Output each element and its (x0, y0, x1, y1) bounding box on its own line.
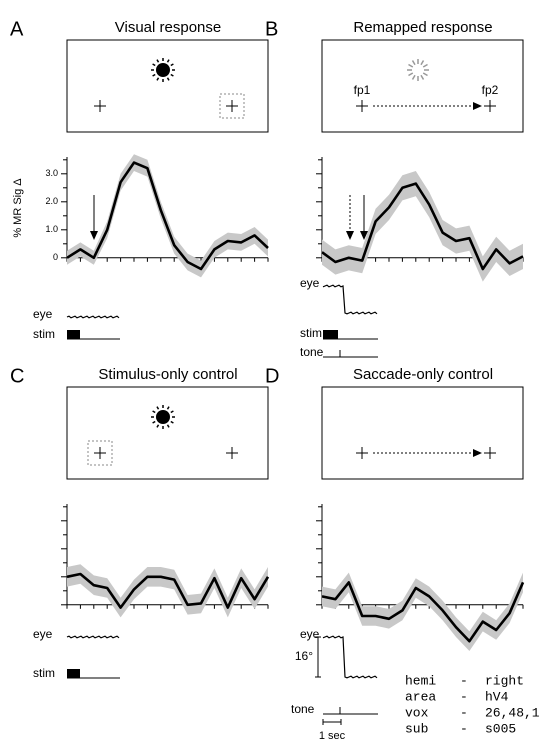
stim-pulse (67, 669, 80, 678)
stimulus-ray (156, 77, 160, 81)
stimulus-ray (152, 410, 156, 414)
stimulus-ray (170, 420, 174, 424)
stimulus-ray (411, 74, 416, 80)
y-tick-label: 3.0 (45, 168, 58, 178)
info-separator: - (460, 673, 468, 688)
stimulus-ray (156, 406, 160, 410)
error-band (67, 154, 268, 278)
info-key: vox (405, 705, 429, 720)
eye-label: eye (33, 627, 53, 641)
eye-label: eye (300, 276, 320, 290)
schematic-box (66, 386, 269, 480)
tone-label: tone (300, 345, 324, 359)
stim-label: stim (33, 327, 55, 341)
stimulus-ray (166, 406, 170, 410)
panel-label: D (265, 365, 279, 387)
response-line (66, 572, 270, 609)
receptive-field (87, 440, 113, 466)
eye-trace (322, 284, 378, 315)
info-key: area (405, 689, 436, 704)
arrow-head (360, 231, 368, 240)
stimulus-ray (422, 72, 428, 77)
stimulus-ray (156, 424, 160, 428)
stimulus-ray (156, 59, 160, 63)
stim-pulse (323, 330, 338, 339)
info-value: 26,48,1 (485, 705, 540, 720)
info-value: s005 (485, 721, 516, 736)
panel-title: Stimulus-only control (98, 366, 237, 383)
fp1-label: fp1 (354, 83, 371, 97)
stimulus-ray (166, 424, 170, 428)
tone-label: tone (291, 702, 315, 716)
panel-title: Visual response (115, 19, 221, 36)
panel-label: C (10, 365, 24, 387)
eye-label: eye (300, 627, 320, 641)
y-axis-label: % MR Sig Δ (12, 178, 24, 238)
stimulus-ray (408, 63, 414, 68)
eye-trace (66, 315, 120, 319)
panel-label: B (265, 18, 278, 40)
fp2-label: fp2 (482, 83, 499, 97)
panel-title: Remapped response (353, 19, 492, 36)
stimulus-ray (411, 60, 416, 66)
time-scale-label: 1 sec (319, 730, 346, 742)
stimulus-ray (422, 63, 428, 68)
schematic-box (66, 39, 269, 133)
y-tick-label: 0 (53, 252, 58, 262)
response-line (66, 161, 269, 271)
stimulus-ray (166, 59, 170, 63)
schematic-box (321, 386, 524, 480)
stimulus (156, 410, 170, 424)
arrow-head (473, 102, 482, 110)
info-separator: - (460, 705, 468, 720)
error-band (67, 564, 268, 618)
stimulus-ray (408, 72, 414, 77)
stim-pulse (67, 330, 80, 339)
stimulus-ray (170, 63, 174, 67)
eye-trace (322, 635, 378, 679)
receptive-field (219, 93, 245, 119)
schematic-box (321, 39, 524, 133)
info-separator: - (460, 689, 468, 704)
panel-title: Saccade-only control (353, 366, 493, 383)
info-value: right (485, 673, 524, 688)
eye-scale-label: 16° (295, 649, 313, 663)
stimulus-ray (420, 60, 425, 66)
eye-label: eye (33, 307, 53, 321)
y-tick-label: 1.0 (45, 224, 58, 234)
stimulus-ray (166, 77, 170, 81)
response-line (321, 182, 524, 271)
stimulus (156, 63, 170, 77)
arrow-head (90, 231, 98, 240)
stimulus-ray (170, 410, 174, 414)
stimulus-ray (152, 63, 156, 67)
arrow-head (473, 449, 482, 457)
eye-trace (66, 635, 120, 639)
info-key: sub (405, 721, 428, 736)
info-separator: - (460, 721, 468, 736)
arrow-head (346, 231, 354, 240)
response-line (321, 581, 525, 643)
error-band (322, 572, 523, 651)
stimulus-ray (152, 420, 156, 424)
y-tick-label: 2.0 (45, 196, 58, 206)
stimulus-ray (420, 74, 425, 80)
stimulus-ray (152, 73, 156, 77)
info-key: hemi (405, 673, 436, 688)
panel-label: A (10, 18, 24, 40)
stimulus-ray (170, 73, 174, 77)
stim-label: stim (33, 666, 55, 680)
error-band (322, 171, 523, 282)
info-value: hV4 (485, 689, 509, 704)
stim-label: stim (300, 326, 322, 340)
